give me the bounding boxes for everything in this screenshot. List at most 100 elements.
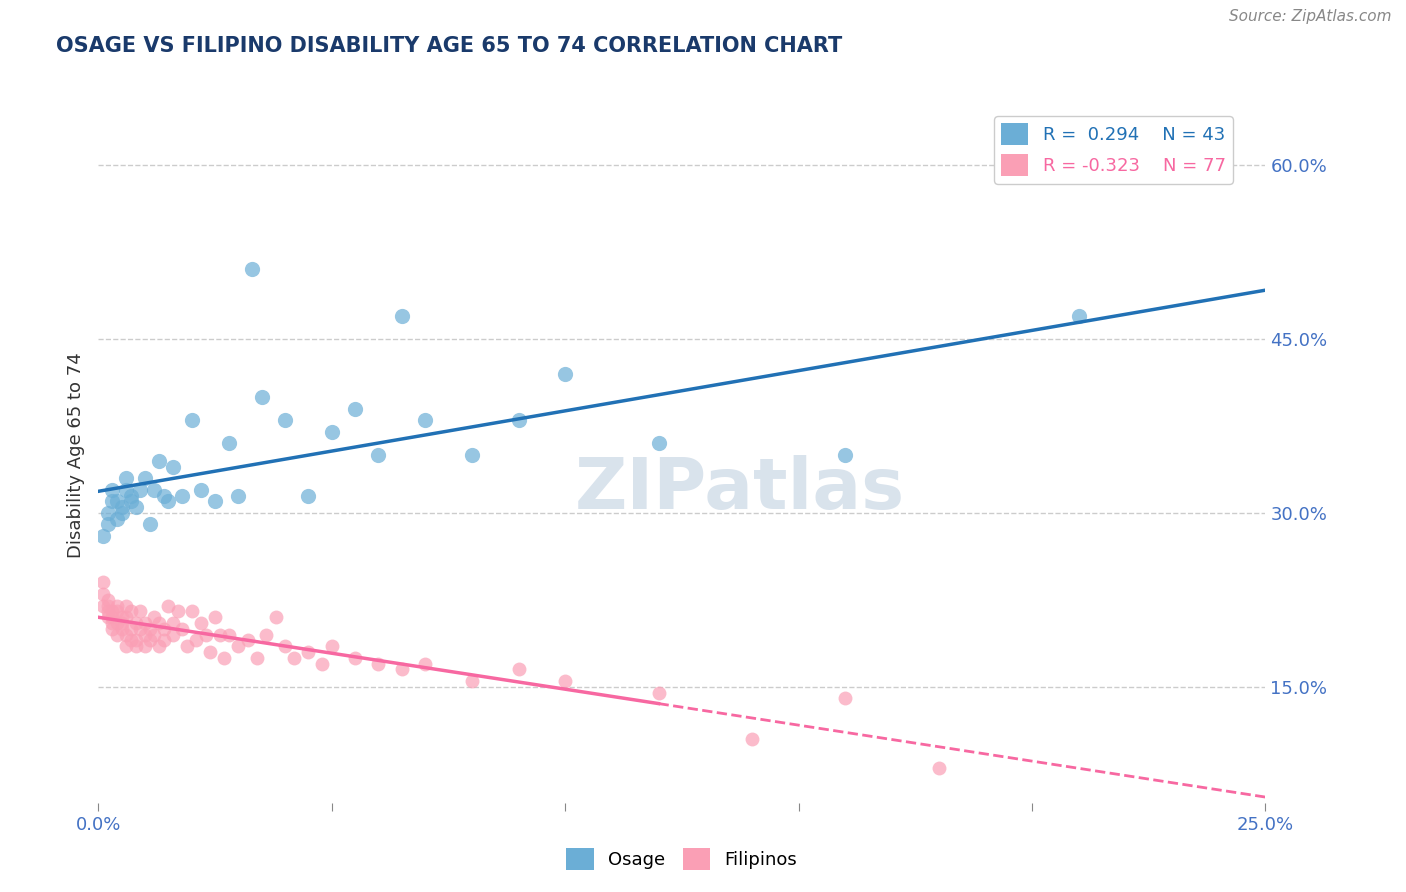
Point (508, 662, 530, 676)
Point (97, 599, 120, 613)
Point (321, 639, 343, 653)
Point (125, 500, 148, 514)
Point (97, 592, 120, 607)
Point (134, 615, 156, 630)
Point (120, 494, 142, 508)
Point (91, 599, 114, 613)
Point (200, 645, 222, 659)
Point (101, 622, 124, 636)
Point (228, 639, 250, 653)
Point (134, 639, 156, 653)
Point (391, 662, 413, 676)
Point (115, 471, 138, 485)
Point (152, 489, 174, 503)
Point (157, 494, 180, 508)
Point (101, 605, 124, 619)
Point (297, 489, 319, 503)
Point (166, 605, 188, 619)
Point (111, 622, 134, 636)
Point (111, 610, 134, 624)
Text: OSAGE VS FILIPINO DISABILITY AGE 65 TO 74 CORRELATION CHART: OSAGE VS FILIPINO DISABILITY AGE 65 TO 7… (56, 36, 842, 55)
Point (115, 599, 138, 613)
Point (120, 605, 142, 619)
Point (143, 628, 166, 642)
Point (152, 622, 174, 636)
Point (311, 657, 333, 671)
Point (97, 506, 120, 520)
Point (152, 633, 174, 648)
Point (162, 615, 184, 630)
Point (264, 610, 287, 624)
Point (413, 657, 436, 671)
Point (172, 489, 194, 503)
Point (186, 633, 208, 648)
Point (214, 651, 236, 665)
Point (250, 390, 273, 404)
Legend: Osage, Filipinos: Osage, Filipinos (560, 841, 804, 877)
Point (125, 639, 148, 653)
Point (111, 615, 134, 630)
Point (125, 633, 148, 648)
Point (115, 639, 138, 653)
Point (148, 639, 170, 653)
Point (246, 651, 269, 665)
Point (105, 511, 128, 525)
Point (344, 401, 367, 416)
Point (461, 448, 484, 462)
Point (120, 622, 142, 636)
Point (647, 685, 669, 699)
Text: Source: ZipAtlas.com: Source: ZipAtlas.com (1229, 9, 1392, 24)
Point (242, 262, 264, 277)
Point (344, 651, 367, 665)
Point (105, 628, 128, 642)
Point (101, 610, 124, 624)
Point (101, 494, 124, 508)
Point (120, 633, 142, 648)
Point (834, 448, 856, 462)
Point (283, 651, 305, 665)
Point (97, 610, 120, 624)
Point (190, 615, 212, 630)
Point (554, 674, 576, 689)
Point (928, 761, 950, 775)
Point (101, 615, 124, 630)
Point (139, 517, 162, 532)
Point (180, 413, 202, 427)
Point (236, 633, 259, 648)
Point (105, 494, 128, 508)
Point (204, 494, 226, 508)
Point (91, 575, 114, 590)
Point (143, 483, 166, 497)
Point (554, 367, 576, 381)
Point (834, 691, 856, 706)
Point (129, 605, 152, 619)
Point (172, 622, 194, 636)
Point (91, 529, 114, 543)
Point (461, 674, 484, 689)
Point (204, 610, 226, 624)
Point (139, 622, 162, 636)
Point (115, 628, 138, 642)
Point (120, 489, 142, 503)
Point (111, 506, 134, 520)
Point (321, 425, 343, 439)
Point (129, 622, 152, 636)
Point (741, 731, 763, 746)
Point (367, 448, 389, 462)
Point (391, 309, 413, 323)
Point (139, 633, 162, 648)
Point (91, 587, 114, 601)
Point (105, 599, 128, 613)
Point (256, 628, 278, 642)
Point (647, 436, 669, 450)
Point (218, 436, 240, 450)
Point (297, 645, 319, 659)
Point (1067, 309, 1090, 323)
Point (111, 500, 134, 514)
Point (97, 605, 120, 619)
Y-axis label: Disability Age 65 to 74: Disability Age 65 to 74 (66, 352, 84, 558)
Point (143, 610, 166, 624)
Point (162, 628, 184, 642)
Point (190, 483, 212, 497)
Point (180, 605, 202, 619)
